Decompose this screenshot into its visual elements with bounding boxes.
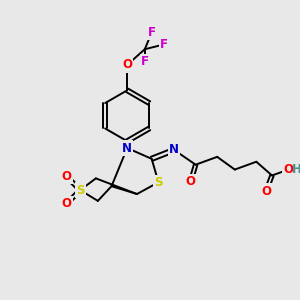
Text: O: O bbox=[61, 197, 71, 210]
Text: O: O bbox=[261, 184, 271, 198]
Text: O: O bbox=[186, 175, 196, 188]
Text: O: O bbox=[284, 163, 294, 176]
Text: N: N bbox=[122, 142, 132, 154]
Text: N: N bbox=[122, 142, 132, 154]
Text: F: F bbox=[160, 38, 168, 51]
Text: F: F bbox=[141, 56, 149, 68]
Text: H: H bbox=[292, 163, 300, 176]
Text: S: S bbox=[154, 176, 163, 189]
Text: O: O bbox=[61, 170, 71, 183]
Text: O: O bbox=[122, 58, 132, 71]
Text: N: N bbox=[169, 143, 179, 157]
Text: S: S bbox=[76, 184, 85, 196]
Text: F: F bbox=[148, 26, 156, 39]
